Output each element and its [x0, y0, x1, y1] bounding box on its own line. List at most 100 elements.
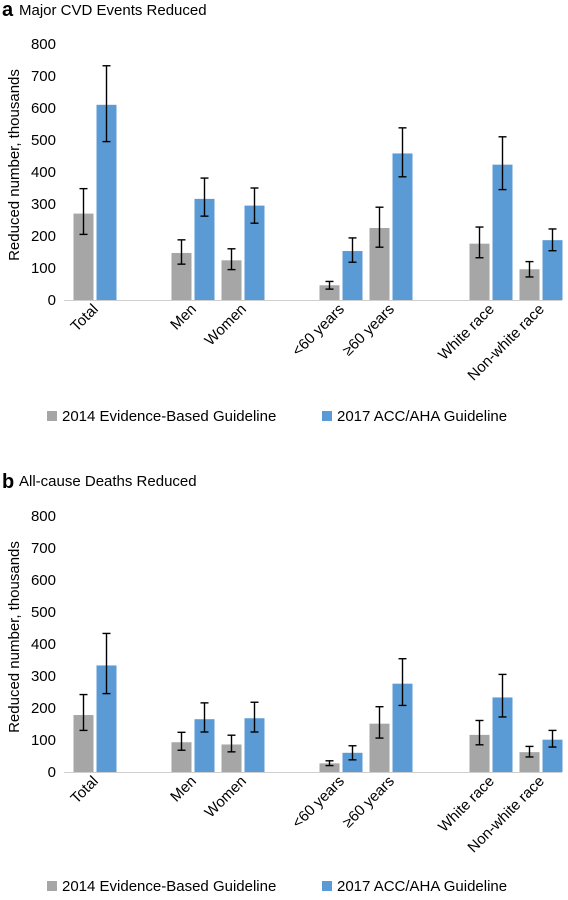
panel-a-plot: 0 100 200 300 400 500 600 700 800 Total Men Women <6…: [31, 36, 563, 384]
panel-a-bar-total-2014: [73, 213, 94, 300]
panel-a-bar-white-race-2014: [469, 243, 490, 300]
panel-a-errorbar-women-2017: [250, 187, 259, 224]
panel-b-bar-60-years-2014: [319, 763, 340, 772]
panel-b-bar-men-2014: [171, 742, 192, 772]
panel-a-errorbar-women-2014: [227, 248, 236, 271]
panel-b-ytick-400: 400: [31, 636, 56, 653]
panel-a-errorbar-60-years-2014: [375, 206, 384, 248]
panel-b-ytick-300: 300: [31, 668, 56, 685]
panel-b-errorbar-women-2017: [250, 701, 259, 733]
panel-b-xtick-60-years: ≥60 years: [339, 773, 398, 832]
panel-b-bar-white-race-2014: [469, 734, 490, 772]
panel-a-xtick-women: Women: [201, 301, 249, 349]
panel-a-ytick-200: 200: [31, 228, 56, 245]
panel-b-errorbar-60-years-2017: [398, 658, 407, 707]
panel-a-legend-swatch-2017: [322, 411, 332, 421]
panel-b-errorbar-women-2014: [227, 734, 236, 753]
panel-a-xtick-60-years: <60 years: [289, 301, 348, 360]
panel-a-legend-label-2014: 2014 Evidence-Based Guideline: [62, 408, 276, 425]
panel-b-legend-label-2017: 2017 ACC/AHA Guideline: [337, 878, 507, 895]
panel-b-y-axis-label: Reduced number, thousands: [6, 541, 23, 733]
panel-b-errorbar-men-2014: [177, 731, 186, 751]
panel-a-xtick-total: Total: [67, 301, 101, 335]
panel-b-errorbar-non-white-race-2014: [525, 745, 534, 758]
panel-a-bar-60-years-2017: [342, 251, 363, 300]
panel-a-bar-total-2017: [96, 104, 117, 300]
panel-b-bar-60-years-2014: [369, 723, 390, 772]
panel-b-bar-women-2014: [221, 744, 242, 772]
panel-a-errorbar-60-years-2017: [398, 127, 407, 178]
panel-a-ytick-600: 600: [31, 100, 56, 117]
panel-a-errorbar-non-white-race-2017: [548, 228, 557, 252]
panel-a-legend: 2014 Evidence-Based Guideline 2017 ACC/A…: [47, 408, 507, 425]
panel-a-bar-white-race-2017: [492, 164, 513, 300]
panel-a-ytick-300: 300: [31, 196, 56, 213]
panel-b-letter: b: [2, 471, 14, 493]
panel-a-bar-women-2014: [221, 260, 242, 300]
panel-a-bar-women-2017: [244, 205, 265, 300]
panel-a-errorbar-total-2017: [102, 65, 111, 143]
panel-b-xtick-60-years: <60 years: [289, 773, 348, 832]
panel-b-xtick-women: Women: [201, 773, 249, 821]
panel-b-bar-women-2017: [244, 718, 265, 772]
panel-b-legend-label-2014: 2014 Evidence-Based Guideline: [62, 878, 276, 895]
panel-b-errorbar-60-years-2014: [325, 760, 334, 767]
panel-a-errorbar-total-2014: [79, 187, 88, 236]
panel-b-ytick-0: 0: [48, 764, 56, 781]
panel-b-errorbar-white-race-2014: [475, 719, 484, 746]
panel-b-errorbar-total-2014: [79, 693, 88, 732]
panel-b-bar-non-white-race-2017: [542, 739, 563, 772]
panel-b-errorbar-60-years-2014: [375, 706, 384, 739]
panel-a-errorbar-men-2017: [200, 177, 209, 217]
panel-b-title: All-cause Deaths Reduced: [19, 473, 197, 490]
panel-a-xtick-men: Men: [167, 301, 200, 334]
panel-a-errorbar-men-2014: [177, 239, 186, 265]
panel-a-ytick-700: 700: [31, 68, 56, 85]
panel-a-ytick-0: 0: [48, 292, 56, 309]
panel-a-ytick-100: 100: [31, 260, 56, 277]
panel-a-errorbar-white-race-2014: [475, 226, 484, 259]
panel-b-errorbar-non-white-race-2017: [548, 729, 557, 748]
panel-a-y-axis-label: Reduced number, thousands: [6, 69, 23, 261]
panel-b-ytick-100: 100: [31, 732, 56, 749]
panel-b-errorbar-total-2017: [102, 632, 111, 695]
panel-b-legend: 2014 Evidence-Based Guideline 2017 ACC/A…: [47, 878, 507, 895]
panel-b-ytick-500: 500: [31, 604, 56, 621]
panel-b-legend-swatch-2014: [47, 881, 57, 891]
panel-b-errorbar-white-race-2017: [498, 673, 507, 718]
panel-b-bar-non-white-race-2014: [519, 752, 540, 772]
panel-b-bar-total-2014: [73, 715, 94, 772]
panel-b-bar-white-race-2017: [492, 697, 513, 772]
panel-b-xtick-total: Total: [67, 773, 101, 807]
panel-b-bar-60-years-2017: [342, 752, 363, 772]
panel-a-errorbar-60-years-2017: [348, 237, 357, 263]
panel-b-bar-total-2017: [96, 665, 117, 772]
panel-a-errorbar-60-years-2014: [325, 280, 334, 290]
panel-a-errorbar-white-race-2017: [498, 136, 507, 191]
panel-a-legend-swatch-2014: [47, 411, 57, 421]
panel-a-bar-60-years-2014: [369, 228, 390, 300]
panel-b-legend-swatch-2017: [322, 881, 332, 891]
panel-a-letter: a: [2, 0, 14, 21]
panel-b-xtick-men: Men: [167, 773, 200, 806]
panel-b-errorbar-men-2017: [200, 702, 209, 733]
panel-a-bar-non-white-race-2014: [519, 269, 540, 300]
panel-b-ytick-200: 200: [31, 700, 56, 717]
panel-a-title: Major CVD Events Reduced: [19, 2, 207, 19]
panel-b-errorbar-60-years-2017: [348, 745, 357, 761]
panel-a-legend-label-2017: 2017 ACC/AHA Guideline: [337, 408, 507, 425]
panel-b-bar-60-years-2017: [392, 683, 413, 772]
panel-a-ytick-500: 500: [31, 132, 56, 149]
panel-a-bar-men-2017: [194, 198, 215, 300]
panel-b-plot: 0 100 200 300 400 500 600 700 800 Total Men Women <6…: [31, 508, 563, 856]
panel-a-bar-60-years-2017: [392, 153, 413, 300]
panel-a-ytick-400: 400: [31, 164, 56, 181]
panel-a-bar-men-2014: [171, 252, 192, 300]
panel-b-ytick-700: 700: [31, 540, 56, 557]
panel-a-xtick-60-years: ≥60 years: [339, 301, 398, 360]
panel-b-ytick-600: 600: [31, 572, 56, 589]
panel-a-bar-60-years-2014: [319, 285, 340, 300]
panel-a: a Major CVD Events Reduced Reduced numbe…: [2, 0, 563, 425]
panel-b-ytick-800: 800: [31, 508, 56, 525]
